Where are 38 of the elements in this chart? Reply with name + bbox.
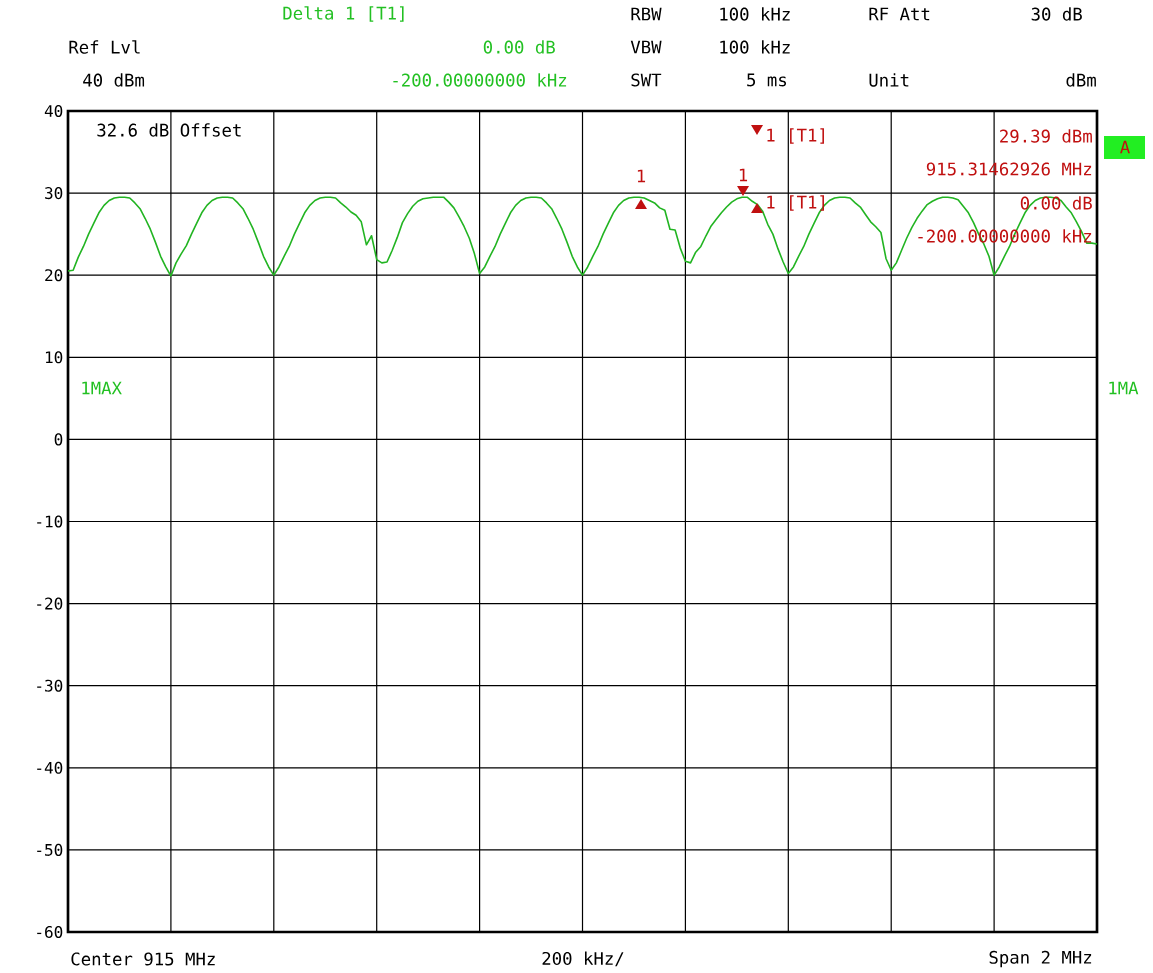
text: VBW (630, 40, 662, 54)
text: Span 2 MHz (989, 950, 1092, 968)
y-tick-label: -10 (37, 515, 63, 528)
y-tick-label: 20 (45, 269, 63, 282)
y-tick-label: -20 (37, 597, 63, 610)
annotation: 1 [T1] (767, 195, 824, 211)
text: Unit (869, 73, 909, 87)
text: 5 ms (747, 73, 787, 87)
text: Delta 1 [T1] (283, 6, 404, 22)
text: SWT (631, 73, 662, 87)
text: 0.00 dB (483, 40, 555, 54)
annotation: 1 (637, 169, 646, 183)
y-tick-label: -40 (37, 761, 63, 774)
text: 200 kHz/ (542, 951, 624, 967)
annotation: 1 (739, 168, 748, 182)
text: A (1120, 140, 1130, 154)
y-tick-label: 10 (45, 351, 63, 364)
y-tick-label: 0 (54, 433, 63, 446)
annotation: 1MAX (82, 381, 122, 395)
text: 1MA (1109, 381, 1139, 395)
text: RBW (631, 7, 662, 21)
annotation: 32.6 dB Offset (97, 123, 241, 137)
y-tick-label: 30 (45, 187, 63, 200)
text: Center 915 MHz (71, 952, 215, 966)
text: 100 kHz (720, 40, 790, 54)
y-tick-label: 40 (44, 104, 63, 118)
text: 30 dB (1031, 7, 1082, 21)
y-tick-label: -30 (37, 679, 63, 692)
text: Ref Lvl (69, 40, 140, 54)
text: -200.00000000 kHz (393, 73, 567, 87)
annotation: 29.39 dBm (1000, 129, 1092, 143)
text: dBm (1066, 73, 1096, 87)
annotation: 1 [T1] (767, 128, 824, 144)
text: 40 dBm (83, 73, 145, 87)
y-tick-label: -60 (37, 925, 63, 939)
text: RF Att (869, 7, 930, 21)
y-tick-label: -50 (37, 843, 63, 856)
text: 100 kHz (720, 7, 790, 21)
